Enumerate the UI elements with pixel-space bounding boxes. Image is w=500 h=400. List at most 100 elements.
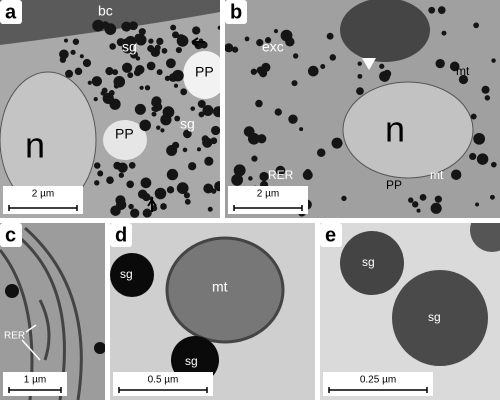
mitochondrion xyxy=(165,236,285,344)
panel-b: exc mt n RER PP mt xyxy=(225,0,500,218)
granule xyxy=(110,253,154,297)
granule xyxy=(202,137,213,148)
panel-e: sg sg xyxy=(320,223,500,400)
granule xyxy=(491,58,496,63)
granule xyxy=(160,128,165,133)
granule xyxy=(293,53,299,59)
granule xyxy=(476,153,489,165)
granule xyxy=(170,24,177,31)
granule xyxy=(274,108,282,116)
granule xyxy=(211,125,220,136)
granule xyxy=(140,177,152,189)
granule xyxy=(112,69,119,76)
granule xyxy=(340,231,404,295)
granule xyxy=(210,137,218,145)
granule xyxy=(320,64,326,70)
granule xyxy=(259,171,269,182)
overlays: a 2 µm b 2 µm c 1 µm d 0.5 µm e 0.25 µm xyxy=(0,0,433,396)
granules xyxy=(59,19,220,218)
scale-bar xyxy=(328,387,428,393)
granule xyxy=(63,38,69,43)
granule xyxy=(470,223,500,252)
granule xyxy=(441,30,447,36)
arrow xyxy=(191,37,205,47)
granule xyxy=(473,22,479,29)
granule xyxy=(110,205,121,216)
granule xyxy=(341,195,347,202)
granule xyxy=(133,69,142,77)
panel-letter: a xyxy=(5,1,17,23)
granule xyxy=(139,85,144,90)
granule xyxy=(256,39,264,47)
granule xyxy=(79,54,84,59)
granule xyxy=(264,37,272,44)
granule xyxy=(458,74,469,85)
scale-box xyxy=(323,372,433,396)
granule xyxy=(430,202,442,214)
granule xyxy=(412,201,419,208)
granule xyxy=(257,134,267,144)
granule xyxy=(356,87,364,95)
letter-box xyxy=(0,223,22,247)
label: RER xyxy=(4,331,25,342)
granule xyxy=(188,162,197,171)
granule xyxy=(273,29,279,34)
granule xyxy=(392,270,488,366)
granule xyxy=(470,113,477,120)
label: RER xyxy=(268,168,294,182)
granule xyxy=(128,21,138,31)
granule xyxy=(102,92,114,105)
granule xyxy=(172,141,180,149)
scale-bar xyxy=(8,387,62,393)
granule xyxy=(172,31,179,39)
granule xyxy=(196,147,202,152)
granule xyxy=(183,192,190,199)
letter-box xyxy=(225,0,247,24)
granule xyxy=(329,54,337,61)
granule xyxy=(299,127,304,132)
arrowhead xyxy=(362,58,376,70)
granule xyxy=(469,152,477,161)
label: sg xyxy=(362,255,375,269)
granule xyxy=(251,155,258,162)
label: sg xyxy=(122,39,137,55)
panel-letter: b xyxy=(230,1,242,23)
granule xyxy=(128,203,134,210)
scale-label: 1 µm xyxy=(24,375,46,386)
label: bc xyxy=(98,3,113,19)
granule xyxy=(214,181,220,192)
granule xyxy=(211,188,217,194)
granule xyxy=(176,35,189,47)
label: PP xyxy=(195,64,214,80)
granule xyxy=(203,183,214,194)
granule xyxy=(164,75,171,82)
granule xyxy=(434,195,442,203)
granule xyxy=(154,103,163,111)
granule xyxy=(435,58,445,69)
granule xyxy=(473,132,486,145)
granule xyxy=(184,198,191,205)
granule xyxy=(156,125,161,130)
scale-box xyxy=(3,186,83,214)
granule xyxy=(130,50,138,59)
granule xyxy=(130,208,140,218)
granule xyxy=(490,161,497,168)
granule xyxy=(163,115,169,121)
granule xyxy=(156,37,164,46)
granule xyxy=(176,182,189,194)
granule xyxy=(5,284,19,298)
scale-label: 2 µm xyxy=(257,189,279,200)
granule xyxy=(437,6,446,15)
label: exc xyxy=(262,39,284,55)
granule xyxy=(357,73,363,79)
granule xyxy=(484,95,491,101)
granule xyxy=(144,85,151,91)
granule xyxy=(97,170,104,177)
panel-letter: d xyxy=(115,224,127,246)
granule xyxy=(72,38,80,45)
granule xyxy=(302,170,313,181)
granule xyxy=(288,114,298,124)
granule xyxy=(106,176,114,185)
scale-bar xyxy=(8,205,78,211)
